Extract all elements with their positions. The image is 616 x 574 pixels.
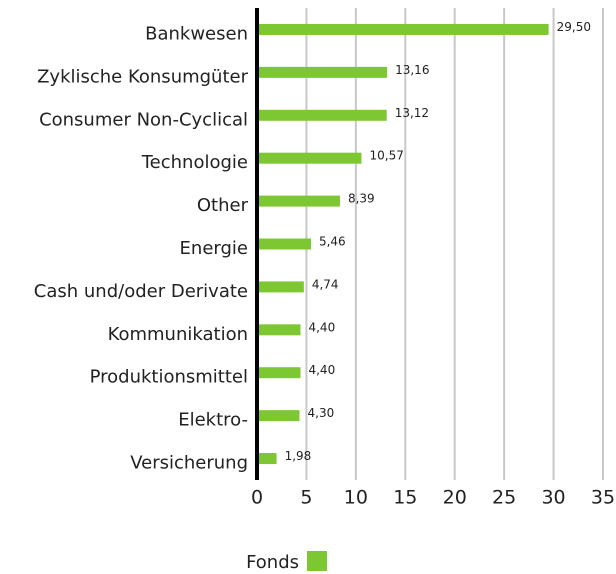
category-label: Energie [180, 238, 248, 259]
value-label: 4,74 [312, 277, 339, 291]
bar [257, 367, 301, 379]
x-tick-label: 10 [344, 487, 368, 509]
category-label: Other [197, 195, 249, 216]
bar [257, 66, 388, 78]
value-label: 13,16 [395, 63, 429, 77]
legend-swatch [307, 551, 327, 571]
category-label: Produktionsmittel [90, 367, 248, 388]
value-label: 4,40 [308, 363, 335, 377]
value-label: 4,40 [308, 320, 335, 334]
x-tick-label: 35 [591, 487, 615, 509]
value-label: 29,50 [557, 20, 591, 34]
x-tick-label: 20 [443, 487, 467, 509]
bar [257, 410, 300, 422]
x-tick-label: 0 [251, 487, 263, 509]
bar [257, 195, 340, 207]
value-label: 8,39 [348, 192, 375, 206]
value-label: 1,98 [285, 449, 312, 463]
value-label: 5,46 [319, 235, 346, 249]
category-label: Zyklische Konsumgüter [37, 66, 249, 87]
category-label: Bankwesen [145, 23, 248, 44]
legend-label: Fonds [246, 552, 299, 573]
value-label: 13,12 [395, 106, 429, 120]
category-label: Kommunikation [108, 324, 248, 345]
value-label: 10,57 [369, 149, 403, 163]
category-label: Technologie [141, 152, 248, 173]
x-tick-label: 30 [541, 487, 565, 509]
bar [257, 109, 387, 121]
value-label: 4,30 [308, 406, 335, 420]
bar [257, 324, 301, 336]
category-label: Consumer Non-Cyclical [39, 109, 248, 130]
x-tick-label: 25 [492, 487, 516, 509]
category-label: Elektro- [178, 410, 248, 431]
bar [257, 23, 549, 35]
bar [257, 152, 362, 164]
category-label: Versicherung [130, 453, 248, 474]
x-tick-label: 15 [393, 487, 417, 509]
category-label: Cash und/oder Derivate [34, 281, 248, 302]
bar [257, 453, 277, 465]
bar [257, 281, 304, 293]
x-tick-label: 5 [300, 487, 312, 509]
bar [257, 238, 311, 250]
